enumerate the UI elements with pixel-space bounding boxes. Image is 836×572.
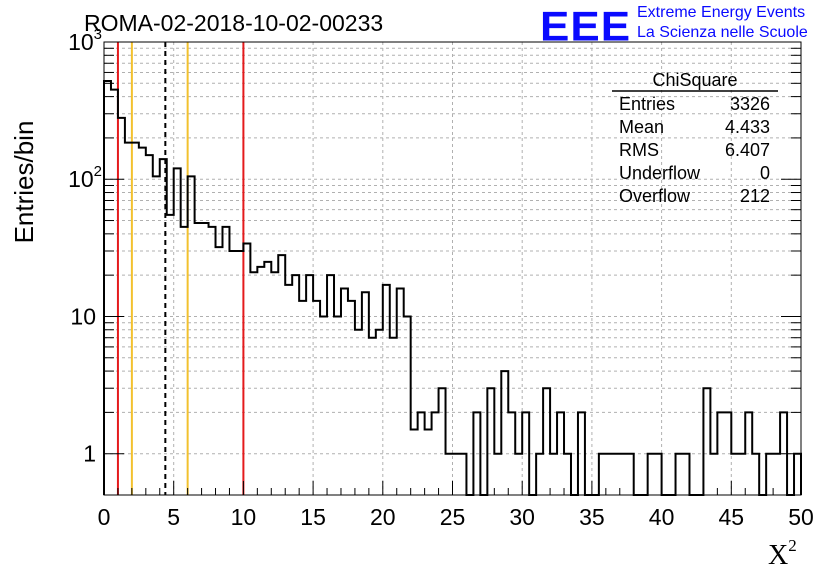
stats-row-label: Underflow: [619, 163, 701, 183]
stats-box: ChiSquare Entries 3326 Mean 4.433 RMS 6.407 Und…: [612, 70, 778, 206]
stats-row-label: Overflow: [619, 186, 691, 206]
histogram-series: [103, 79, 802, 496]
y-axis-label: Entries/bin: [9, 121, 39, 244]
x-tick-label: 35: [579, 504, 605, 530]
logo-line-2: La Scienza nelle Scuole: [637, 24, 808, 41]
x-axis-label: X2: [768, 536, 797, 571]
x-axis-label-sup: 2: [788, 536, 797, 555]
x-tick-label: 30: [509, 504, 535, 530]
x-axis-label-base: X: [768, 540, 788, 571]
y-tick-label: 103: [68, 26, 102, 55]
stats-row-value: 4.433: [725, 117, 770, 137]
x-tick-label: 45: [719, 504, 745, 530]
x-tick-label: 50: [788, 504, 814, 530]
y-tick-label: 102: [68, 163, 102, 192]
stats-row-value: 3326: [730, 94, 770, 114]
y-tick-label: 1: [83, 441, 96, 467]
reference-lines: [116, 42, 245, 495]
stats-row-label: Mean: [619, 117, 664, 137]
stats-row-label: RMS: [619, 140, 659, 160]
stats-row-value: 212: [740, 186, 770, 206]
x-tick-label: 10: [231, 504, 257, 530]
stats-row-label: Entries: [619, 94, 675, 114]
x-tick-label: 5: [167, 504, 180, 530]
stats-row-value: 6.407: [725, 140, 770, 160]
x-tick-label: 25: [440, 504, 466, 530]
stats-title: ChiSquare: [652, 70, 737, 90]
axis-ticks: 0 5 10 15 20 25 30 35 40 45 50 1 10 102 103: [68, 26, 814, 530]
x-tick-label: 0: [98, 504, 111, 530]
x-tick-label: 20: [370, 504, 396, 530]
chart-title: ROMA-02-2018-10-02-00233: [84, 10, 384, 36]
logo-line-1: Extreme Energy Events: [637, 4, 806, 21]
x-tick-label: 40: [649, 504, 675, 530]
stats-row-value: 0: [760, 163, 770, 183]
y-tick-label: 10: [70, 303, 96, 329]
grid-lines: [104, 42, 801, 495]
x-tick-label: 15: [300, 504, 326, 530]
